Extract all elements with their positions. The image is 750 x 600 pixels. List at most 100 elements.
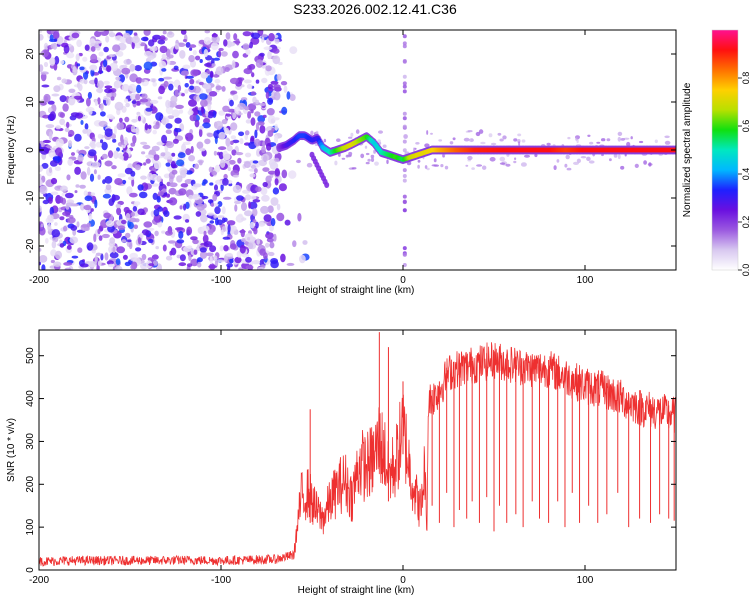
- noise-blob: [192, 238, 199, 245]
- noise-blob: [263, 46, 273, 51]
- noise-blob: [82, 56, 88, 62]
- noise-blob: [211, 63, 216, 67]
- streak-blob: [402, 148, 407, 153]
- noise-blob: [176, 239, 185, 244]
- speckle-blob: [355, 129, 360, 134]
- noise-blob: [163, 76, 173, 80]
- noise-blob: [89, 64, 98, 71]
- noise-blob: [157, 39, 166, 45]
- noise-blob: [229, 99, 234, 107]
- noise-blob: [210, 42, 219, 51]
- noise-blob: [267, 50, 272, 60]
- speckle-blob: [648, 162, 652, 167]
- noise-blob: [207, 103, 212, 111]
- noise-blob: [73, 95, 83, 100]
- speckle-blob: [490, 142, 497, 146]
- noise-blob: [79, 66, 85, 71]
- noise-blob: [75, 53, 80, 62]
- noise-blob: [121, 219, 127, 225]
- noise-blob: [248, 63, 256, 70]
- noise-blob: [143, 162, 147, 166]
- noise-blob: [222, 236, 231, 240]
- noise-blob: [299, 254, 306, 264]
- noise-blob: [270, 197, 279, 206]
- speckle-blob: [467, 130, 473, 133]
- noise-blob: [265, 232, 274, 239]
- noise-blob: [74, 166, 81, 175]
- noise-blob: [53, 85, 61, 93]
- noise-blob: [47, 100, 55, 105]
- noise-blob: [211, 170, 217, 176]
- noise-blob: [238, 131, 245, 137]
- noise-blob: [274, 157, 280, 162]
- noise-blob: [77, 154, 84, 162]
- speckle-blob: [499, 138, 504, 142]
- noise-blob: [195, 80, 199, 84]
- noise-blob: [101, 141, 108, 151]
- noise-blob: [206, 70, 210, 74]
- noise-blob: [115, 203, 122, 209]
- noise-blob: [101, 233, 110, 239]
- noise-blob: [52, 156, 61, 161]
- noise-blob: [177, 152, 186, 159]
- streak-blob: [402, 208, 407, 213]
- noise-blob: [250, 91, 257, 96]
- noise-blob: [254, 168, 258, 174]
- noise-blob: [273, 117, 280, 121]
- snr-x-tick-label: 0: [400, 575, 406, 586]
- noise-blob: [235, 38, 240, 46]
- noise-blob: [42, 199, 50, 205]
- noise-blob: [268, 159, 276, 167]
- noise-blob: [52, 42, 58, 50]
- noise-blob: [209, 91, 218, 97]
- noise-blob: [135, 247, 142, 252]
- noise-blob: [130, 212, 135, 217]
- colorbar-frame: [711, 29, 739, 271]
- noise-blob: [209, 245, 217, 253]
- noise-blob: [201, 105, 205, 114]
- noise-blob: [186, 263, 193, 267]
- speckle-blob: [567, 136, 571, 140]
- speckle-blob: [417, 164, 420, 169]
- noise-blob: [221, 217, 226, 224]
- noise-blob: [214, 164, 221, 173]
- streak-blob: [402, 34, 407, 39]
- noise-blob: [102, 179, 106, 185]
- noise-blob: [246, 84, 253, 89]
- speckle-blob: [414, 147, 417, 150]
- speckle-blob: [546, 142, 551, 146]
- noise-blob: [174, 117, 182, 124]
- noise-blob: [83, 190, 89, 197]
- spectrogram-x-label: Height of straight line (km): [298, 285, 415, 296]
- noise-blob: [243, 79, 252, 84]
- streak-blob: [402, 252, 407, 257]
- noise-blob: [245, 119, 252, 124]
- noise-blob: [161, 230, 166, 234]
- spectrogram-x-tick-label: -100: [211, 275, 231, 286]
- noise-blob: [205, 252, 214, 257]
- noise-blob: [97, 97, 101, 105]
- noise-blob: [41, 49, 49, 57]
- noise-blob: [180, 169, 187, 179]
- noise-blob: [201, 225, 210, 234]
- noise-blob: [194, 163, 200, 170]
- snr-y-tick-label: 200: [25, 476, 36, 493]
- noise-blob: [97, 228, 101, 235]
- noise-blob: [98, 51, 104, 57]
- noise-blob: [262, 167, 270, 173]
- noise-blob: [107, 263, 115, 268]
- noise-blob: [244, 133, 248, 141]
- noise-blob: [50, 259, 56, 264]
- noise-blob: [214, 184, 218, 191]
- noise-blob: [273, 84, 281, 90]
- spectrogram-x-tick-label: 0: [400, 275, 406, 286]
- streak-blob: [402, 139, 407, 144]
- noise-blob: [127, 221, 134, 230]
- noise-blob: [176, 175, 183, 183]
- noise-blob: [190, 69, 199, 77]
- speckle-blob: [365, 161, 370, 165]
- noise-blob: [80, 224, 88, 228]
- noise-blob: [222, 105, 230, 113]
- speckle-blob: [639, 140, 644, 144]
- noise-blob: [198, 128, 203, 137]
